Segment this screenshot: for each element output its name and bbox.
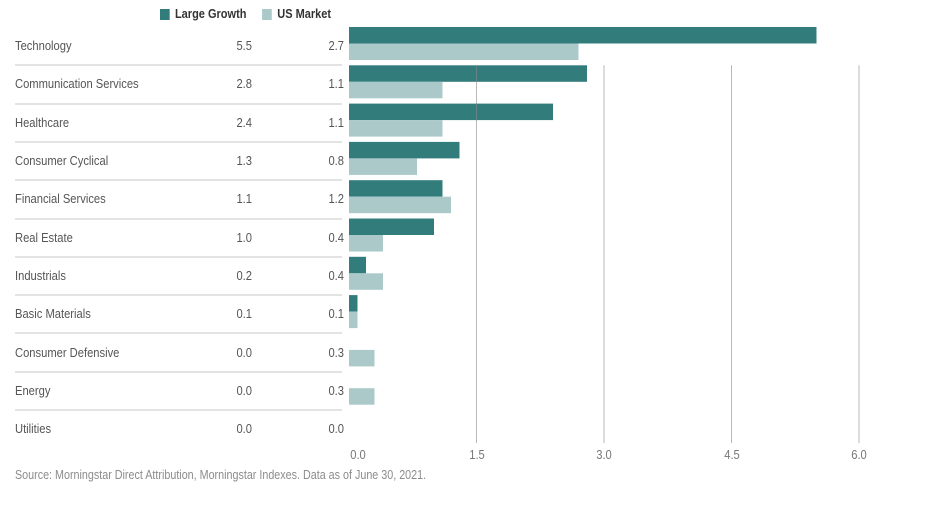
value-label-us-market: 0.4 (328, 229, 344, 245)
legend-swatch-us-market (262, 8, 272, 20)
source-note: Source: Morningstar Direct Attribution, … (15, 468, 427, 482)
value-label-large-growth: 2.8 (236, 76, 252, 92)
value-label-us-market: 1.1 (328, 76, 344, 92)
legend-swatch-large-growth (160, 8, 170, 20)
value-label-large-growth: 0.2 (236, 267, 252, 283)
value-label-us-market: 0.3 (328, 344, 344, 360)
bar-large-growth-healthcare (349, 103, 553, 121)
value-label-large-growth: 0.1 (236, 306, 252, 322)
value-label-us-market: 0.4 (328, 267, 344, 283)
bar-us-market-financial-services (349, 196, 451, 214)
row-separator (15, 294, 342, 297)
bar-large-growth-technology (349, 27, 817, 44)
row-separator (15, 64, 342, 67)
legend-item-us-market: US Market (262, 7, 331, 21)
legend-label-us-market: US Market (277, 7, 332, 21)
x-tick-label: 1.5 (468, 447, 485, 462)
x-tick-label: 4.5 (723, 447, 740, 462)
bar-large-growth-communication-services (349, 65, 587, 82)
bar-us-market-energy (349, 388, 375, 405)
row-separator (15, 332, 342, 335)
category-label-real-estate: Real Estate (15, 229, 73, 245)
category-label-utilities: Utilities (15, 421, 52, 437)
bar-us-market-basic-materials (349, 311, 358, 329)
bar-us-market-healthcare (349, 120, 443, 137)
value-label-us-market: 0.8 (328, 153, 344, 169)
row-separator (15, 370, 342, 373)
value-label-us-market: 1.2 (328, 191, 344, 207)
value-label-large-growth: 1.1 (236, 191, 252, 207)
category-label-technology: Technology (15, 38, 72, 54)
x-tick-label: 6.0 (851, 447, 867, 462)
category-label-industrials: Industrials (15, 267, 66, 283)
value-label-us-market: 0.1 (328, 306, 344, 322)
bar-us-market-communication-services (349, 81, 443, 99)
bar-us-market-consumer-cyclical (349, 158, 417, 175)
bar-us-market-consumer-defensive (349, 349, 375, 367)
row-separator (15, 179, 342, 182)
legend-label-large-growth: Large Growth (174, 7, 247, 21)
x-tick-label: 0.0 (350, 447, 366, 462)
row-separator (15, 409, 342, 411)
bar-us-market-technology (349, 43, 579, 60)
legend: Large Growth US Market (160, 7, 347, 21)
bar-large-growth-consumer-cyclical (349, 141, 460, 159)
category-label-healthcare: Healthcare (15, 114, 70, 130)
value-label-us-market: 2.7 (328, 38, 344, 54)
category-label-basic-materials: Basic Materials (15, 306, 91, 322)
value-label-large-growth: 0.0 (236, 344, 252, 360)
category-label-financial-services: Financial Services (15, 191, 106, 207)
bar-large-growth-basic-materials (349, 295, 358, 312)
value-label-large-growth: 1.3 (236, 153, 252, 169)
bar-large-growth-financial-services (349, 180, 443, 197)
row-separator (15, 255, 342, 258)
value-label-large-growth: 1.0 (236, 229, 252, 245)
x-tick-label: 3.0 (596, 447, 612, 462)
legend-item-large-growth: Large Growth (160, 7, 246, 21)
bar-us-market-real-estate (349, 235, 383, 252)
value-label-large-growth: 5.5 (236, 38, 252, 54)
category-label-consumer-defensive: Consumer Defensive (15, 344, 120, 360)
row-separator (15, 140, 342, 143)
bar-large-growth-real-estate (349, 218, 434, 235)
row-separator (15, 102, 342, 105)
value-label-us-market: 0.3 (328, 382, 344, 398)
value-label-us-market: 0.0 (328, 421, 344, 437)
value-label-large-growth: 0.0 (236, 421, 252, 437)
row-separator (15, 217, 342, 220)
value-label-us-market: 1.1 (328, 114, 344, 130)
bar-large-growth-industrials (349, 256, 366, 274)
value-label-large-growth: 2.4 (236, 114, 252, 130)
value-label-large-growth: 0.0 (236, 382, 252, 398)
category-label-energy: Energy (15, 382, 51, 398)
category-label-consumer-cyclical: Consumer Cyclical (15, 153, 109, 169)
category-label-communication-services: Communication Services (15, 76, 139, 92)
bar-us-market-industrials (349, 273, 383, 290)
